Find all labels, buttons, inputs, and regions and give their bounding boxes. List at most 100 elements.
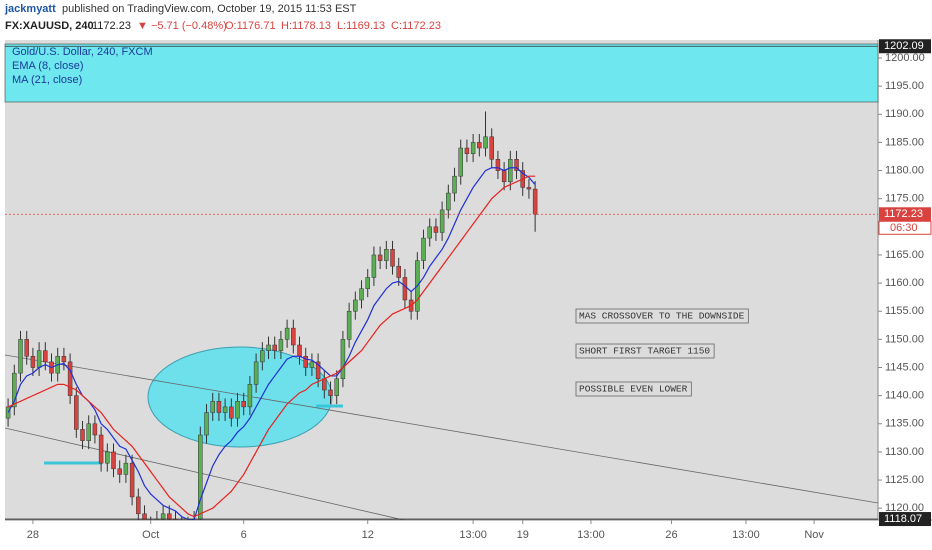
candle-body (514, 159, 519, 171)
candle-body (80, 429, 85, 441)
annotation-box (575, 343, 715, 359)
candle-body (142, 513, 147, 520)
candle-body (198, 434, 203, 520)
price-marker-box (879, 207, 931, 222)
plot-area (5, 40, 878, 520)
candle-body (390, 249, 395, 267)
y-tick-label: 1135.00 (885, 418, 924, 430)
annotation: POSSIBLE EVEN LOWER (579, 384, 688, 395)
candle-body (136, 496, 141, 515)
candle-body (371, 254, 377, 278)
candle-body (247, 384, 253, 408)
candle-body (278, 339, 284, 351)
candle-body (508, 159, 513, 183)
candle-body (204, 412, 209, 436)
candle-body (105, 451, 110, 464)
candle-body (483, 136, 488, 149)
candle-body (86, 423, 91, 441)
candle-body (309, 361, 315, 368)
candle-body (384, 249, 389, 261)
y-tick-label: 1185.00 (885, 136, 924, 148)
y-tick-label: 1130.00 (885, 446, 924, 458)
y-tick-label: 1145.00 (885, 361, 924, 373)
annotation: MAS CROSSOVER TO THE DOWNSIDE (579, 311, 745, 322)
candle-body (291, 327, 296, 346)
x-tick-label: 13:00 (459, 529, 487, 541)
author[interactable]: jackmyatt (4, 3, 56, 15)
candle-body (427, 226, 432, 239)
candle-body (12, 372, 17, 408)
legend-title: Gold/U.S. Dollar, 240, FXCM (12, 46, 153, 58)
candle-body (452, 175, 457, 194)
annotation-box (575, 381, 692, 397)
candle-body (297, 344, 302, 357)
y-tick-label: 1120.00 (885, 502, 924, 514)
x-tick-label: 26 (665, 529, 677, 541)
x-tick-label: 12 (362, 529, 374, 541)
y-tick-label: 1150.00 (885, 333, 924, 345)
trend-line (5, 354, 878, 504)
candle-body (123, 462, 129, 475)
candle-body (24, 339, 29, 357)
candle-body (61, 355, 67, 363)
change: ▼ −5.71 (−0.48%) (137, 20, 227, 32)
candle-body (92, 423, 98, 436)
ohlc-close: C:1172.23 (391, 20, 441, 32)
y-tick-label: 1140.00 (885, 390, 924, 402)
y-tick-label: 1155.00 (885, 305, 924, 317)
candle-body (43, 350, 48, 363)
x-tick-label: Oct (142, 529, 159, 541)
highlight-ellipse (147, 346, 333, 448)
legend-entry: EMA (8, close) (12, 60, 84, 72)
candle-body (346, 310, 352, 340)
candle-body (365, 277, 370, 289)
x-tick-label: 19 (517, 529, 529, 541)
published: published on TradingView.com, October 19… (62, 3, 357, 15)
candle-body (74, 395, 79, 430)
candle-body (235, 401, 240, 419)
y-tick-label: 1190.00 (885, 108, 924, 120)
candle-body (253, 361, 259, 385)
candle-body (470, 142, 476, 154)
y-tick-label: 1175.00 (885, 193, 924, 205)
price-marker-box (879, 512, 931, 527)
candle-body (402, 277, 408, 301)
candle-body (272, 344, 277, 351)
price-marker-label: 1118.07 (884, 513, 922, 525)
y-tick-label: 1180.00 (885, 164, 924, 176)
y-tick-label: 1125.00 (885, 474, 924, 486)
candle-body (489, 136, 494, 160)
x-tick-label: 13:00 (732, 529, 760, 541)
x-tick-label: Nov (804, 529, 824, 541)
candle-body (446, 192, 451, 211)
ohlc-high: H:1178.13 (281, 20, 331, 32)
candle-body (433, 226, 439, 233)
candle-body (117, 468, 122, 475)
candle-body (98, 434, 104, 464)
countdown: 06:30 (890, 222, 918, 234)
candle-body (266, 344, 271, 351)
y-tick-label: 1200.00 (885, 52, 925, 64)
candle-body (111, 451, 116, 470)
indicator-line (7, 167, 536, 520)
candle-body (284, 327, 290, 340)
candle-body (377, 254, 383, 261)
candle-body (160, 513, 166, 520)
candle-body (260, 350, 265, 363)
candle-body (526, 187, 532, 190)
price-marker-box (879, 39, 931, 54)
y-tick-label: 1195.00 (885, 80, 924, 92)
candle-body (353, 299, 358, 312)
candle-body (129, 462, 135, 498)
candle-body (167, 513, 172, 520)
candle-body (210, 401, 215, 413)
candle-body (18, 339, 23, 374)
candle-body (315, 361, 321, 380)
candle-body (421, 237, 426, 261)
candle-body (328, 389, 333, 396)
price-marker-label: 1202.09 (884, 40, 924, 52)
annotation-box (575, 308, 749, 324)
candle-body (477, 142, 482, 149)
ohlc-open: O:1176.71 (225, 20, 276, 32)
